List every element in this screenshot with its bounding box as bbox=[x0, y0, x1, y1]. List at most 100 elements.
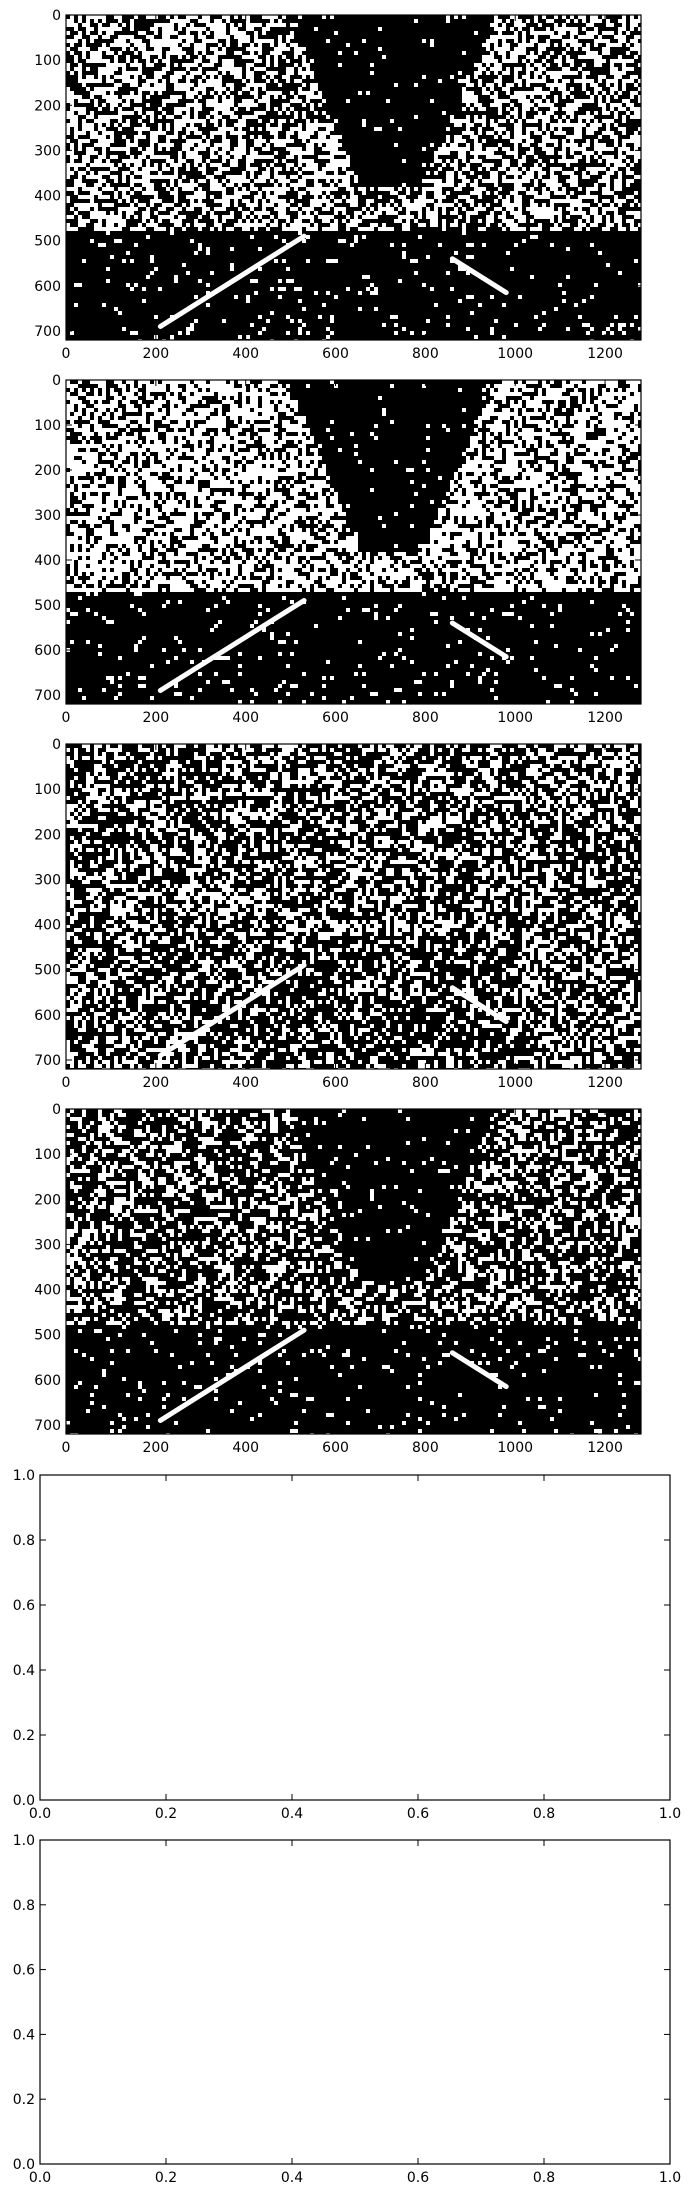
lane-line-mark bbox=[449, 620, 509, 660]
x-tick-label: 600 bbox=[322, 710, 349, 726]
y-tick-label: 200 bbox=[34, 463, 61, 479]
y-tick-label: 1.0 bbox=[13, 1833, 35, 1849]
x-tick-label: 1000 bbox=[497, 1075, 533, 1091]
x-tick-label: 0.4 bbox=[281, 2170, 303, 2186]
x-tick-label: 1200 bbox=[587, 1075, 623, 1091]
y-tick-label: 400 bbox=[34, 189, 61, 205]
y-tick-label: 600 bbox=[34, 1373, 61, 1389]
y-tick-label: 500 bbox=[34, 963, 61, 979]
axes-frame bbox=[39, 1839, 671, 2165]
y-tick-label: 300 bbox=[34, 1237, 61, 1253]
y-tick-label: 400 bbox=[34, 918, 61, 934]
y-tick-label: 0 bbox=[52, 1102, 61, 1118]
y-tick-label: 600 bbox=[34, 643, 61, 659]
x-tick-label: 1200 bbox=[587, 346, 623, 362]
x-tick-label: 400 bbox=[232, 346, 259, 362]
y-tick-label: 700 bbox=[34, 1053, 61, 1069]
empty-axes bbox=[40, 1475, 670, 1800]
lane-line-mark bbox=[157, 962, 307, 1058]
y-tick-label: 200 bbox=[34, 827, 61, 843]
axes-frame bbox=[65, 743, 642, 1070]
y-tick-label: 0 bbox=[52, 373, 61, 389]
y-tick-label: 200 bbox=[34, 1192, 61, 1208]
x-tick-label: 0.6 bbox=[407, 1806, 429, 1822]
axes-frame bbox=[65, 14, 642, 341]
subplot-4: 0 200 400 600 800 1000 1200 0 100 200 300 400 500 600… bbox=[34, 1102, 642, 1456]
y-tick-label: 0.4 bbox=[13, 1663, 35, 1679]
x-tick-label: 600 bbox=[322, 1440, 349, 1456]
y-tick-label: 600 bbox=[34, 1008, 61, 1024]
x-tick-label: 0.0 bbox=[29, 1806, 51, 1822]
y-tick-label: 300 bbox=[34, 143, 61, 159]
y-tick-label: 700 bbox=[34, 688, 61, 704]
x-tick-label: 800 bbox=[412, 710, 439, 726]
x-tick-label: 0 bbox=[62, 710, 71, 726]
lane-line-mark bbox=[449, 256, 509, 296]
x-tick-label: 600 bbox=[322, 1075, 349, 1091]
x-tick-label: 0.2 bbox=[155, 1806, 177, 1822]
x-tick-label: 400 bbox=[232, 710, 259, 726]
x-tick-label: 0.0 bbox=[29, 2170, 51, 2186]
y-tick-label: 600 bbox=[34, 279, 61, 295]
x-tick-label: 1200 bbox=[587, 710, 623, 726]
x-tick-label: 200 bbox=[142, 1075, 169, 1091]
y-tick-label: 0 bbox=[52, 8, 61, 24]
subplot-1: 0 200 400 600 800 1000 1200 0 100 200 300 400 500 600… bbox=[34, 8, 642, 362]
x-tick-label: 1.0 bbox=[659, 1806, 681, 1822]
subplot-2: 0 200 400 600 800 1000 1200 0 100 200 300 400 500 600… bbox=[34, 373, 642, 726]
y-tick-label: 0.0 bbox=[13, 2157, 35, 2173]
y-tick-label: 0.6 bbox=[13, 1963, 35, 1979]
x-tick-label: 0.8 bbox=[533, 2170, 555, 2186]
y-tick-label: 0.4 bbox=[13, 2027, 35, 2043]
y-tick-label: 200 bbox=[34, 98, 61, 114]
x-tick-label: 800 bbox=[412, 1440, 439, 1456]
x-tick-label: 0 bbox=[62, 1440, 71, 1456]
x-tick-label: 0 bbox=[62, 346, 71, 362]
lane-line-mark bbox=[449, 985, 509, 1025]
y-tick-label: 0 bbox=[52, 737, 61, 753]
axes-frame bbox=[65, 1108, 642, 1435]
axes-frame bbox=[65, 379, 642, 705]
x-tick-label: 200 bbox=[142, 1440, 169, 1456]
x-tick-label: 0.6 bbox=[407, 2170, 429, 2186]
x-tick-label: 200 bbox=[142, 710, 169, 726]
axes-frame bbox=[39, 1474, 671, 1801]
x-tick-label: 0.4 bbox=[281, 1806, 303, 1822]
x-tick-label: 1000 bbox=[497, 346, 533, 362]
subplot-6: 0.0 0.2 0.4 0.6 0.8 1.0 0.0 0.2 0.4 0.6 0.8 1.0 bbox=[13, 1833, 681, 2186]
x-tick-label: 0.8 bbox=[533, 1806, 555, 1822]
x-tick-label: 0.2 bbox=[155, 2170, 177, 2186]
lane-line-mark bbox=[449, 1350, 509, 1390]
x-tick-label: 800 bbox=[412, 1075, 439, 1091]
x-tick-label: 800 bbox=[412, 346, 439, 362]
y-tick-label: 300 bbox=[34, 508, 61, 524]
lane-line-mark bbox=[157, 1327, 307, 1423]
x-tick-label: 1000 bbox=[497, 1440, 533, 1456]
y-tick-label: 0.8 bbox=[13, 1898, 35, 1914]
y-tick-label: 100 bbox=[34, 1147, 61, 1163]
empty-axes bbox=[40, 1840, 670, 2164]
y-tick-label: 0.2 bbox=[13, 2092, 35, 2108]
y-tick-label: 500 bbox=[34, 1328, 61, 1344]
y-tick-label: 0.6 bbox=[13, 1598, 35, 1614]
x-tick-label: 0 bbox=[62, 1075, 71, 1091]
y-tick-label: 100 bbox=[34, 418, 61, 434]
y-tick-label: 300 bbox=[34, 872, 61, 888]
x-tick-label: 1.0 bbox=[659, 2170, 681, 2186]
y-tick-label: 500 bbox=[34, 598, 61, 614]
x-tick-label: 1000 bbox=[497, 710, 533, 726]
subplot-3: 0 200 400 600 800 1000 1200 0 100 200 300 400 500 600… bbox=[34, 737, 642, 1091]
subplot-5: 0.0 0.2 0.4 0.6 0.8 1.0 0.0 0.2 0.4 0.6 0.8 1.0 bbox=[13, 1468, 681, 1822]
x-tick-label: 400 bbox=[232, 1075, 259, 1091]
x-tick-label: 600 bbox=[322, 346, 349, 362]
lane-line-mark bbox=[157, 233, 307, 329]
y-tick-label: 0.8 bbox=[13, 1533, 35, 1549]
y-tick-label: 500 bbox=[34, 234, 61, 250]
y-tick-label: 400 bbox=[34, 1283, 61, 1299]
y-tick-label: 0.0 bbox=[13, 1793, 35, 1809]
y-tick-label: 700 bbox=[34, 1418, 61, 1434]
x-tick-label: 200 bbox=[142, 346, 169, 362]
lane-line-mark bbox=[157, 598, 307, 693]
x-tick-label: 400 bbox=[232, 1440, 259, 1456]
